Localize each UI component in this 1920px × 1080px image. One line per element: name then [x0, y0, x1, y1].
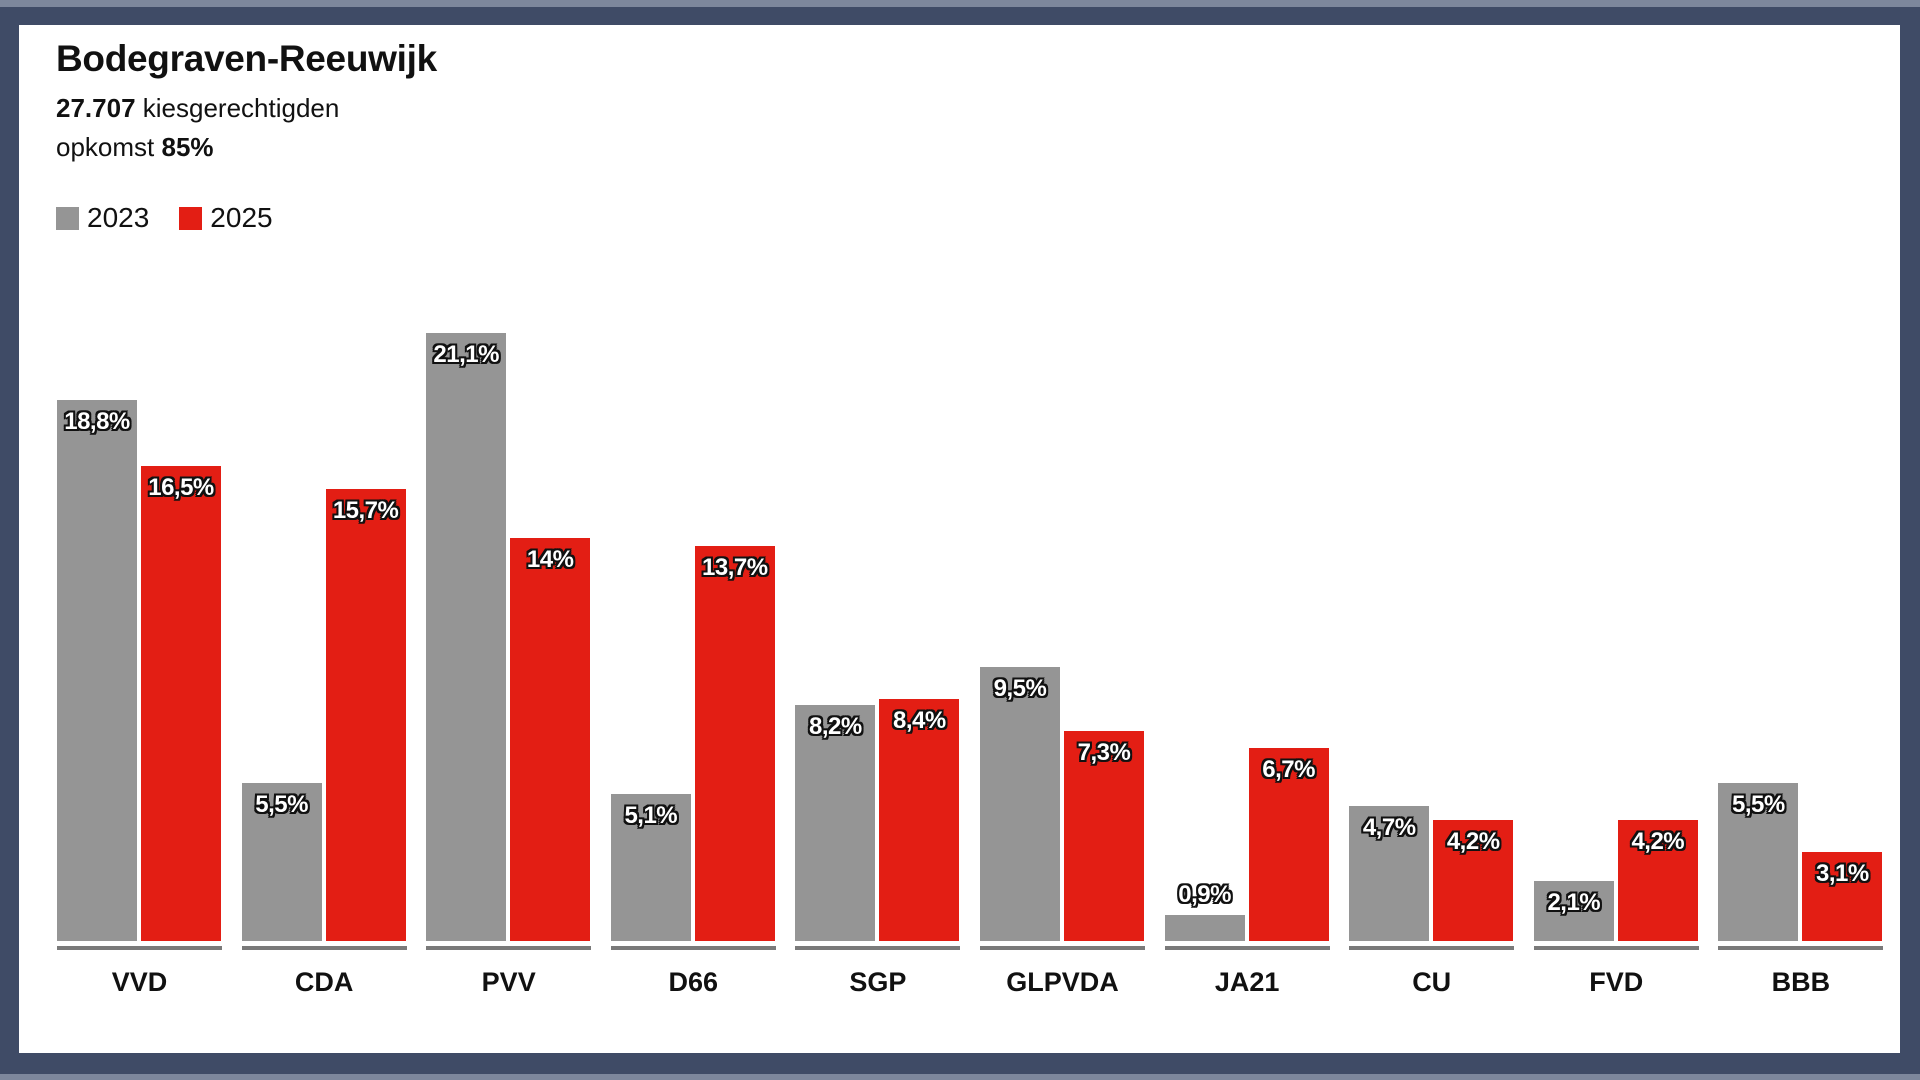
value-label: 4,2% — [1446, 828, 1500, 855]
axis-baseline — [1164, 946, 1330, 950]
value-label: 21,1% — [433, 341, 499, 368]
bar-chart: 18,8% 16,5% VVD 5,5% 15,7% CDA 21,1% 14% PVV 5,1%… — [19, 25, 1900, 1053]
turnout: opkomst 85% — [56, 132, 214, 163]
bar-2023-vvd: 18,8% — [57, 400, 137, 941]
value-label: 6,7% — [1262, 756, 1315, 783]
value-label: 5,1% — [624, 802, 678, 829]
axis-baseline — [610, 946, 776, 950]
eligible-label: kiesgerechtigden — [142, 93, 340, 123]
bar-2025-vvd: 16,5% — [141, 466, 221, 941]
bar-2025-glpvda: 7,3% — [1064, 731, 1144, 941]
bar-2025-sgp: 8,4% — [879, 699, 960, 941]
legend-swatch-2023 — [56, 206, 79, 230]
legend-swatch-2025 — [179, 206, 203, 230]
bar-2025-ja21: 6,7% — [1248, 748, 1329, 941]
turnout-label: opkomst — [56, 132, 155, 162]
chart-title: Bodegraven-Reeuwijk — [56, 38, 437, 79]
bar-group-fvd: 2,1% 4,2% FVD — [1533, 25, 1699, 1053]
bar-2023-pvv: 21,1% — [426, 333, 507, 941]
value-label: 7,3% — [1077, 739, 1131, 766]
value-label: 18,8% — [64, 408, 130, 435]
legend: 2023 2025 — [56, 202, 303, 234]
category-label: D66 — [668, 967, 719, 997]
bar-2025-cu: 4,2% — [1433, 820, 1514, 941]
category-label: SGP — [849, 967, 907, 997]
bar-group-vvd: 18,8% 16,5% VVD — [57, 25, 222, 1053]
axis-baseline — [241, 946, 407, 950]
axis-baseline — [426, 946, 592, 950]
value-label: 13,7% — [702, 554, 768, 581]
bar-2025-cda: 15,7% — [325, 489, 406, 941]
bar-2023-cu: 4,7% — [1349, 806, 1430, 941]
bar-2023-bbb: 5,5% — [1718, 783, 1799, 941]
value-label: 9,5% — [993, 675, 1047, 702]
legend-label-2025: 2025 — [210, 202, 273, 233]
bar-2023-cda: 5,5% — [241, 783, 322, 941]
value-label: 8,4% — [893, 707, 946, 734]
value-label: 4,7% — [1362, 814, 1416, 841]
axis-baseline — [57, 946, 222, 950]
value-label: 0,9% — [1178, 881, 1231, 908]
legend-label-2023: 2023 — [87, 202, 150, 233]
value-label: 4,2% — [1631, 828, 1685, 855]
bar-group-ja21: 0,9% 6,7% JA21 — [1164, 25, 1330, 1053]
bar-2023-ja21: 0,9% — [1164, 881, 1245, 941]
category-label: GLPVDA — [1006, 967, 1119, 997]
axis-baseline — [1718, 946, 1884, 950]
bar-2023-d66: 5,1% — [610, 794, 691, 941]
category-label: VVD — [111, 967, 168, 997]
bar-2023-sgp: 8,2% — [795, 705, 876, 941]
value-label: 5,5% — [255, 791, 308, 818]
axis-baseline — [980, 946, 1145, 950]
top-frame-band — [0, 0, 1920, 7]
legend-item-2025: 2025 — [179, 202, 273, 234]
bar-2025-pvv: 14% — [510, 538, 591, 941]
bar-2025-bbb: 3,1% — [1802, 852, 1883, 941]
category-label: FVD — [1589, 967, 1644, 997]
eligible-voters: 27.707 kiesgerechtigden — [56, 93, 339, 124]
bar-group-sgp: 8,2% 8,4% SGP — [795, 25, 961, 1053]
category-label: CDA — [294, 967, 354, 997]
category-label: CU — [1412, 967, 1452, 997]
bar-group-d66: 5,1% 13,7% D66 — [610, 25, 776, 1053]
turnout-value: 85% — [161, 132, 214, 162]
bar-2025-d66: 13,7% — [694, 546, 775, 941]
category-label: BBB — [1771, 967, 1831, 997]
eligible-count: 27.707 — [56, 93, 136, 123]
bar-2025-fvd: 4,2% — [1617, 820, 1698, 941]
bottom-frame-band — [0, 1074, 1920, 1080]
value-label: 8,2% — [809, 713, 862, 740]
category-label: PVV — [481, 967, 536, 997]
value-label: 2,1% — [1547, 889, 1601, 916]
value-label: 3,1% — [1816, 860, 1869, 887]
bar-group-pvv: 21,1% 14% PVV — [426, 25, 592, 1053]
legend-item-2023: 2023 — [56, 202, 149, 234]
category-label: JA21 — [1214, 967, 1280, 997]
bar-group-cu: 4,7% 4,2% CU — [1349, 25, 1515, 1053]
bar-2023-glpvda: 9,5% — [980, 667, 1060, 941]
value-label: 5,5% — [1732, 791, 1785, 818]
value-label: 15,7% — [332, 497, 399, 524]
value-label: 14% — [526, 546, 574, 573]
chart-panel: Bodegraven-Reeuwijk 27.707 kiesgerechtig… — [19, 25, 1900, 1053]
axis-baseline — [1533, 946, 1699, 950]
bar-group-glpvda: 9,5% 7,3% GLPVDA — [980, 25, 1145, 1053]
value-label: 16,5% — [148, 474, 214, 501]
bar-group-bbb: 5,5% 3,1% BBB — [1718, 25, 1884, 1053]
axis-baseline — [1349, 946, 1515, 950]
bar-group-cda: 5,5% 15,7% CDA — [241, 25, 407, 1053]
bar-2023-fvd: 2,1% — [1533, 881, 1614, 941]
axis-baseline — [795, 946, 961, 950]
